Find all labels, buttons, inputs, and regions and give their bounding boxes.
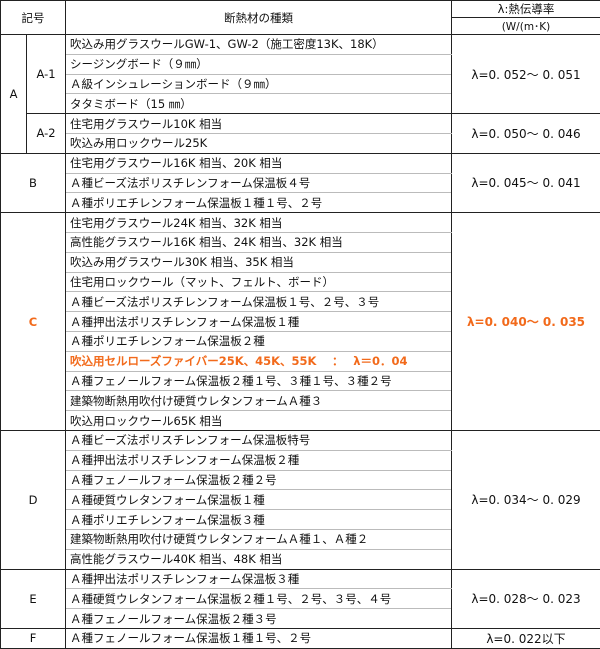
- material-cell: Ａ種フェノールフォーム保温板２種１号、３種１号、３種２号: [66, 371, 452, 391]
- material-cell: Ａ種フェノールフォーム保温板２種２号: [66, 470, 452, 490]
- material-cell: Ａ種硬質ウレタンフォーム保温板１種: [66, 490, 452, 510]
- material-cell: 住宅用グラスウール16K 相当、20K 相当: [66, 153, 452, 173]
- material-cell: 吹込用ロックウール65K 相当: [66, 411, 452, 431]
- material-cell: Ａ種押出法ポリスチレンフォーム保温板３種: [66, 569, 452, 589]
- symbol-cell: D: [1, 430, 66, 569]
- material-cell: Ａ種硬質ウレタンフォーム保温板２種１号、２号、３号、４号: [66, 589, 452, 609]
- lambda-cell: λ=0. 040～ 0. 035: [452, 213, 600, 431]
- header-symbol: 記号: [1, 1, 66, 35]
- sub-symbol-cell: A-1: [27, 35, 66, 114]
- symbol-cell: E: [1, 569, 66, 628]
- material-cell: Ａ種ビーズ法ポリスチレンフォーム保温板４号: [66, 173, 452, 193]
- header-lambda-unit: (W/(m･K): [452, 18, 600, 35]
- material-cell: Ａ種押出法ポリスチレンフォーム保温板２種: [66, 450, 452, 470]
- material-cell: シージングボード（９㎜）: [66, 54, 452, 74]
- lambda-cell: λ=0. 022以下: [452, 628, 600, 648]
- material-cell: 住宅用グラスウール24K 相当、32K 相当: [66, 213, 452, 233]
- material-cell: Ａ種フェノールフォーム保温板１種１号、２号: [66, 628, 452, 648]
- symbol-cell: C: [1, 213, 66, 431]
- lambda-cell: λ=0. 045～ 0. 041: [452, 153, 600, 212]
- lambda-cell: λ=0. 052～ 0. 051: [452, 35, 600, 114]
- material-cell: 住宅用グラスウール10K 相当: [66, 114, 452, 134]
- material-cell: 吹込み用グラスウール30K 相当、35K 相当: [66, 252, 452, 272]
- material-cell: Ａ級インシュレーションボード（９㎜）: [66, 74, 452, 94]
- header-lambda-title: λ:熱伝導率: [452, 1, 600, 18]
- material-cell: Ａ種ビーズ法ポリスチレンフォーム保温板１号、２号、３号: [66, 292, 452, 312]
- material-cell: 吹込み用ロックウール25K: [66, 133, 452, 153]
- material-cell: Ａ種フェノールフォーム保温板２種３号: [66, 609, 452, 629]
- material-cell: 建築物断熱用吹付け硬質ウレタンフォームＡ種１、Ａ種２: [66, 529, 452, 549]
- lambda-cell: λ=0. 050～ 0. 046: [452, 114, 600, 154]
- material-cell: Ａ種押出法ポリスチレンフォーム保温板１種: [66, 312, 452, 332]
- material-cell: Ａ種ポリエチレンフォーム保温板２種: [66, 331, 452, 351]
- lambda-cell: λ=0. 028～ 0. 023: [452, 569, 600, 628]
- symbol-cell: A: [1, 35, 27, 154]
- material-cell: 住宅用ロックウール（マット、フェルト、ボード）: [66, 272, 452, 292]
- sub-symbol-cell: A-2: [27, 114, 66, 154]
- material-cell: 吹込み用グラスウールGW-1、GW-2（施工密度13K、18K）: [66, 35, 452, 55]
- symbol-cell: F: [1, 628, 66, 648]
- material-cell: 高性能グラスウール16K 相当、24K 相当、32K 相当: [66, 232, 452, 252]
- lambda-cell: λ=0. 034～ 0. 029: [452, 430, 600, 569]
- material-cell: Ａ種ポリエチレンフォーム保温板３種: [66, 510, 452, 530]
- material-cell: 建築物断熱用吹付け硬質ウレタンフォームＡ種３: [66, 391, 452, 411]
- material-cell: 高性能グラスウール40K 相当、48K 相当: [66, 549, 452, 569]
- symbol-cell: B: [1, 153, 66, 212]
- material-cell: Ａ種ポリエチレンフォーム保温板１種１号、２号: [66, 193, 452, 213]
- material-cell: Ａ種ビーズ法ポリスチレンフォーム保温板特号: [66, 430, 452, 450]
- material-cell: タタミボード（15 ㎜）: [66, 94, 452, 114]
- material-cell: 吹込用セルローズファイバー25K、45K、55K ： λ＝0．04: [66, 351, 452, 371]
- header-material-type: 断熱材の種類: [66, 1, 452, 35]
